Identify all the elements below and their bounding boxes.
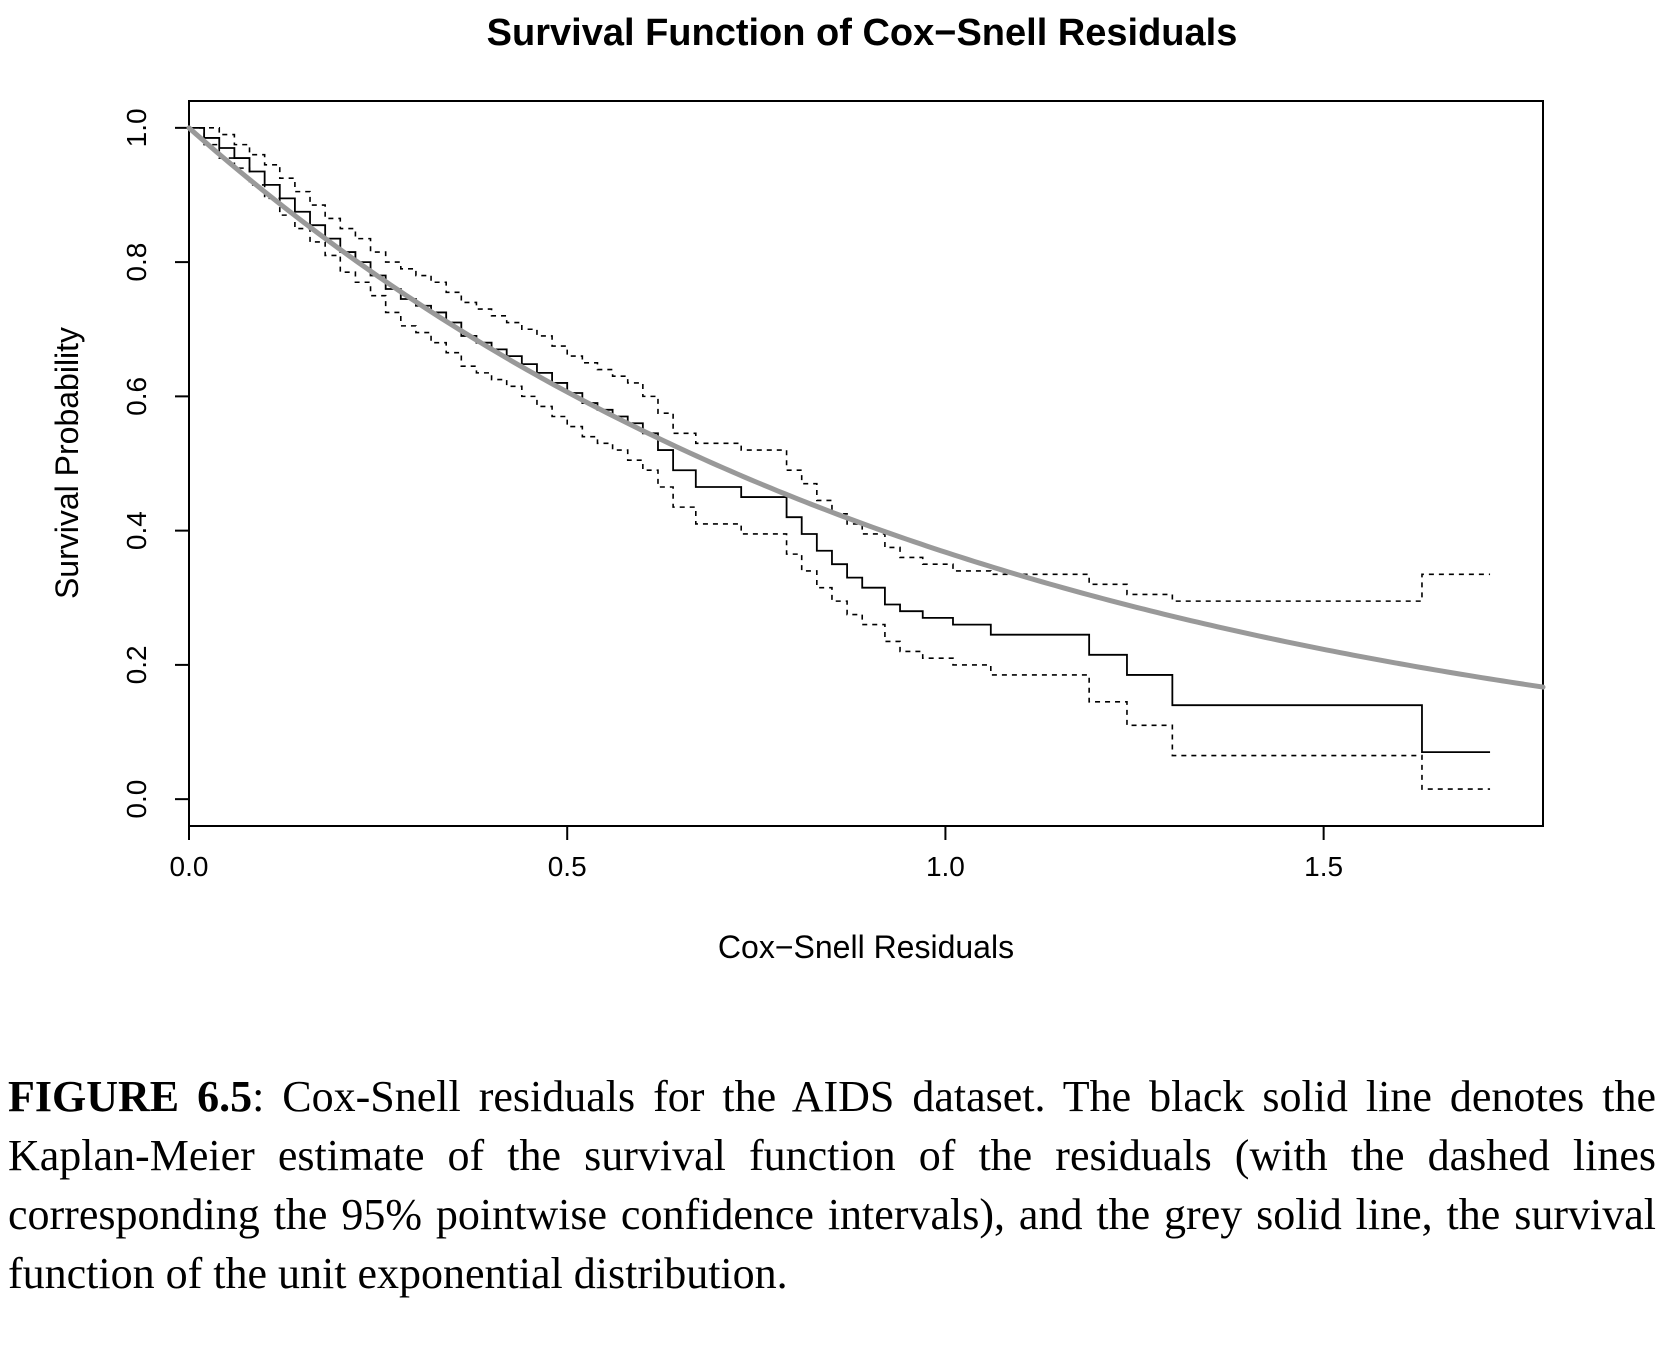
y-tick-label: 1.0 xyxy=(121,108,152,147)
x-axis: 0.0 0.5 1.0 1.5 xyxy=(170,826,1343,882)
y-tick-label: 0.2 xyxy=(121,645,152,684)
y-tick-label: 0.8 xyxy=(121,243,152,282)
figure-caption: FIGURE 6.5: Cox-Snell residuals for the … xyxy=(8,1067,1656,1303)
x-tick-label: 1.0 xyxy=(926,851,965,882)
plot-frame xyxy=(188,100,1544,827)
y-tick-label: 0.4 xyxy=(121,511,152,550)
chart-title: Survival Function of Cox−Snell Residuals xyxy=(487,12,1238,54)
caption-label: FIGURE 6.5 xyxy=(8,1072,253,1121)
ci-upper-line xyxy=(189,127,1491,602)
chart-svg: Survival Function of Cox−Snell Residuals… xyxy=(49,12,1546,965)
y-tick-label: 0.6 xyxy=(121,377,152,416)
ci-lower-line xyxy=(189,127,1491,790)
chart-figure: Survival Function of Cox−Snell Residuals… xyxy=(49,12,1546,965)
x-tick-label: 1.5 xyxy=(1304,851,1343,882)
y-tick-label: 0.0 xyxy=(121,780,152,819)
x-tick-label: 0.5 xyxy=(548,851,587,882)
series-layer xyxy=(186,125,1546,790)
x-axis-label: Cox−Snell Residuals xyxy=(718,929,1014,965)
y-axis-label: Survival Probability xyxy=(49,327,85,599)
caption-text: : Cox-Snell residuals for the AIDS datas… xyxy=(8,1072,1657,1298)
exponential-survival-line xyxy=(186,125,1546,690)
y-axis: 0.0 0.2 0.4 0.6 0.8 1.0 xyxy=(121,108,189,819)
x-tick-label: 0.0 xyxy=(170,851,209,882)
km-estimate-line xyxy=(189,126,1491,754)
